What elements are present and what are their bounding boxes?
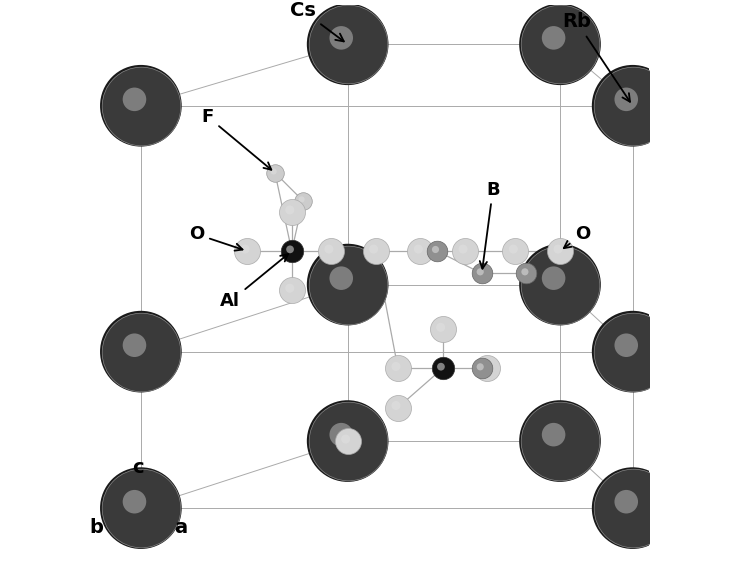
Text: Cs: Cs [290,1,344,41]
Point [437,364,448,373]
Point [368,245,380,254]
Point [284,284,296,293]
Text: O: O [564,225,590,248]
Point [520,269,532,278]
Point [335,430,347,439]
Point [342,40,354,49]
Point [340,435,352,444]
Point [325,246,337,255]
Point [342,280,354,289]
Point [627,347,639,356]
Point [342,40,354,49]
Point [554,280,566,289]
Point [548,430,559,439]
Text: c: c [132,459,144,477]
Point [268,167,280,176]
Point [430,245,442,254]
Point [135,101,147,110]
Point [435,362,447,371]
Point [239,245,251,254]
Point [392,364,404,373]
Point [129,95,141,104]
Point [284,245,296,254]
Point [392,403,404,412]
Point [554,40,566,49]
Point [554,437,566,446]
Point [474,267,486,276]
Point [135,347,147,356]
Point [548,274,559,283]
Point [437,364,448,373]
Point [554,280,566,289]
Text: b: b [90,518,103,537]
Point [286,285,297,294]
Point [627,504,639,513]
Point [241,246,253,255]
Text: B: B [480,180,500,268]
Point [269,168,281,177]
Text: F: F [202,108,272,170]
Point [627,504,639,513]
Point [435,362,447,371]
Point [474,362,486,371]
Point [435,323,447,332]
Text: Al: Al [221,254,288,310]
Point [627,101,639,110]
Point [297,196,309,205]
Point [296,195,308,204]
Point [480,362,491,371]
Point [135,101,147,110]
Point [323,245,334,254]
Point [620,95,632,104]
Point [431,246,443,255]
Point [342,437,354,446]
Point [335,33,347,42]
Point [620,497,632,506]
Point [519,267,531,276]
Point [412,245,424,254]
Point [414,246,426,255]
Point [548,33,559,42]
Point [390,362,402,371]
Point [286,246,297,255]
Point [457,245,469,254]
Point [335,274,347,283]
Point [482,364,494,373]
Point [342,437,354,446]
Point [509,246,521,255]
Point [390,401,402,410]
Point [552,245,564,254]
Point [627,347,639,356]
Point [620,341,632,350]
Point [284,205,296,214]
Point [627,101,639,110]
Point [554,246,566,255]
Text: Rb: Rb [562,12,630,102]
Text: a: a [175,518,188,537]
Point [129,341,141,350]
Point [437,325,448,334]
Point [129,497,141,506]
Point [135,504,147,513]
Point [554,40,566,49]
Point [370,246,382,255]
Point [342,280,354,289]
Point [135,504,147,513]
Point [554,437,566,446]
Point [286,208,297,217]
Point [476,364,488,373]
Text: O: O [189,225,243,250]
Point [508,245,519,254]
Point [476,269,488,278]
Point [135,347,147,356]
Point [459,246,471,255]
Point [342,437,354,446]
